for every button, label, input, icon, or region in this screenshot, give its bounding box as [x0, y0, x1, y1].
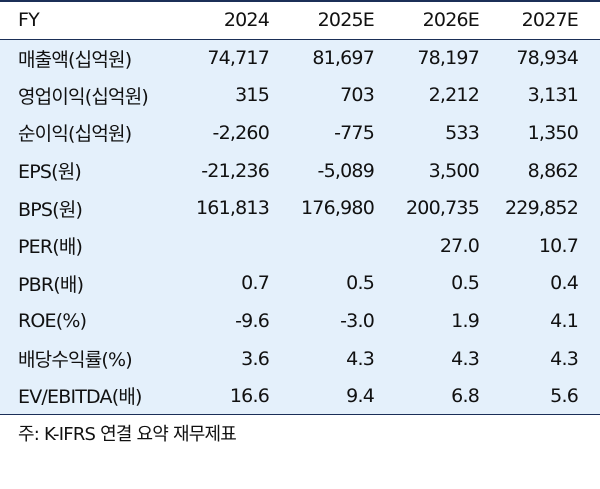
- table-cell: 16.6: [162, 377, 270, 416]
- row-label: 매출액(십억원): [18, 48, 132, 71]
- row-label: ROE(%): [18, 309, 87, 332]
- row-label: 영업이익(십억원): [18, 85, 149, 108]
- table-cell: [269, 227, 374, 265]
- table-cell: 533: [445, 121, 480, 144]
- table-cell: 9.4: [269, 377, 375, 416]
- row-label: PBR(배): [18, 273, 84, 296]
- row-label: EV/EBITDA(배): [0, 377, 162, 416]
- header-2026e: 2026E: [374, 0, 480, 40]
- table-cell: [162, 227, 269, 265]
- header-2025e: 2025E: [269, 0, 375, 40]
- table-cell: 2,212: [428, 84, 480, 107]
- row-label: 배당수익률(%): [18, 349, 133, 372]
- table-cell: 6.8: [374, 377, 480, 416]
- table-cell: 4.3: [451, 347, 480, 370]
- table-cell: -9.6: [235, 309, 270, 332]
- table-cell: 1.9: [451, 309, 480, 332]
- row-label: 순이익(십억원): [18, 123, 132, 146]
- table-cell: 4.3: [550, 347, 579, 370]
- table-cell: 4.1: [550, 309, 579, 332]
- header-2027e: 2027E: [479, 0, 600, 40]
- table-cell: 27.0: [439, 234, 480, 257]
- table-row: 영업이익(십억원) 315 703 2,212 3,131: [0, 77, 600, 115]
- row-label: EPS(원): [18, 161, 82, 184]
- table-cell: 78,197: [417, 47, 479, 70]
- table-cell: 81,697: [312, 47, 374, 70]
- table-cell: 5.6: [479, 377, 600, 416]
- table-cell: -5,089: [317, 159, 375, 182]
- row-label: PER(배): [18, 236, 83, 259]
- header-row: FY 2024 2025E 2026E 2027E: [0, 0, 600, 40]
- table-row: 배당수익률(%) 3.6 4.3 4.3 4.3: [0, 340, 600, 378]
- table-cell: 0.7: [241, 272, 270, 295]
- table-cell: 3.6: [241, 347, 270, 370]
- table-cell: 3,500: [428, 159, 480, 182]
- table-cell: 229,852: [505, 197, 579, 220]
- table-cell: 3,131: [527, 84, 579, 107]
- table-cell: 1,350: [527, 121, 579, 144]
- table-cell: 4.3: [346, 347, 375, 370]
- table-cell: -2,260: [212, 121, 270, 144]
- header-fy: FY: [0, 0, 162, 40]
- table-cell: 10.7: [538, 234, 579, 257]
- table-row: 순이익(십억원) -2,260 -775 533 1,350: [0, 114, 600, 152]
- table-cell: 703: [340, 84, 375, 107]
- table-row: ROE(%) -9.6 -3.0 1.9 4.1: [0, 302, 600, 340]
- table-cell: 161,813: [196, 197, 270, 220]
- table-row: 매출액(십억원) 74,717 81,697 78,197 78,934: [0, 39, 600, 77]
- table-cell: 8,862: [527, 159, 579, 182]
- financial-table: FY 2024 2025E 2026E 2027E 매출액(십억원) 74,717…: [0, 0, 600, 416]
- table-cell: -3.0: [340, 309, 375, 332]
- table-cell: 0.5: [451, 272, 480, 295]
- table-cell: 74,717: [207, 47, 269, 70]
- table-cell: 315: [235, 84, 270, 107]
- table-body: 매출액(십억원) 74,717 81,697 78,197 78,934 영업이익(십억원…: [0, 39, 600, 416]
- table-cell: 78,934: [516, 47, 578, 70]
- header-2024: 2024: [162, 0, 270, 40]
- table-cell: 200,735: [406, 197, 480, 220]
- table-cell: 0.4: [550, 272, 579, 295]
- table-row: PER(배) 27.0 10.7: [0, 227, 600, 265]
- table-row: BPS(원) 161,813 176,980 200,735 229,852: [0, 189, 600, 227]
- table-cell: 0.5: [346, 272, 375, 295]
- table-row: EPS(원) -21,236 -5,089 3,500 8,862: [0, 152, 600, 190]
- row-label: BPS(원): [18, 198, 83, 221]
- table-cell: -21,236: [201, 159, 270, 182]
- table-row: PBR(배) 0.7 0.5 0.5 0.4: [0, 265, 600, 303]
- table-row: EV/EBITDA(배) 16.6 9.4 6.8 5.6: [0, 377, 600, 416]
- table-cell: -775: [334, 121, 375, 144]
- table-cell: 176,980: [301, 197, 375, 220]
- footnote: 주: K-IFRS 연결 요약 재무제표: [18, 424, 237, 445]
